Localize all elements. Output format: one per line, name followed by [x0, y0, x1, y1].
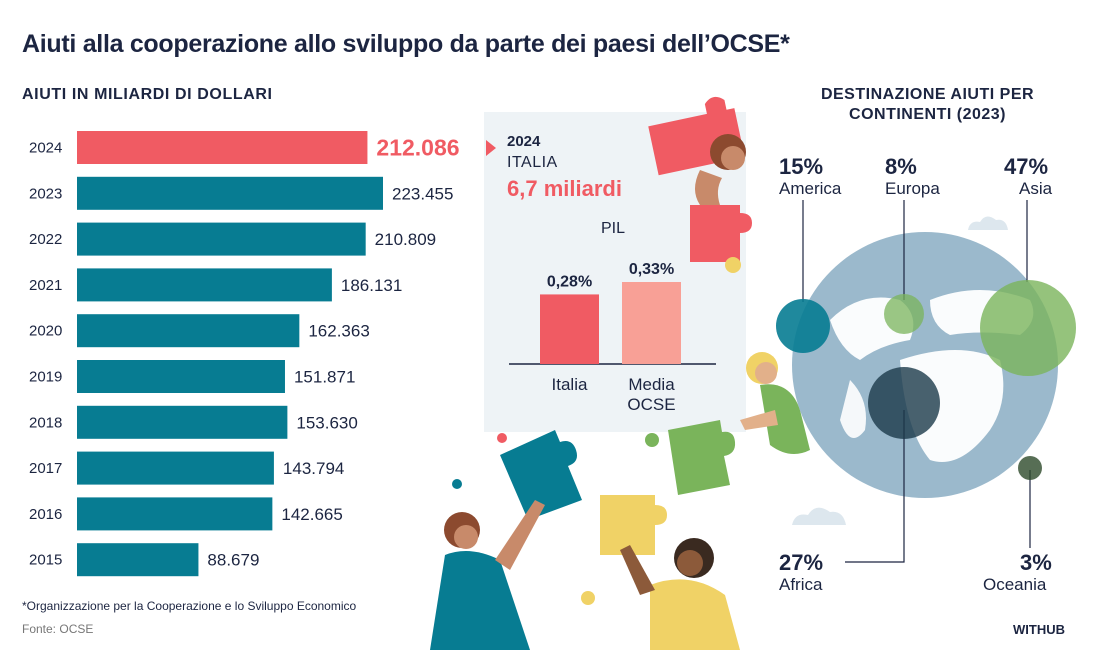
bar-2023: [77, 176, 383, 210]
label-america: America: [779, 179, 842, 198]
panel-year: 2024: [507, 133, 541, 150]
bar-2019: [77, 360, 285, 393]
year-label-2015: 2015: [29, 552, 62, 569]
label-oceania: Oceania: [983, 575, 1047, 594]
value-label-2022: 210.809: [375, 230, 436, 249]
bar-2022: [77, 222, 366, 256]
panel-pointer-icon: [486, 140, 496, 156]
bubble-asia: [980, 280, 1076, 376]
source: Fonte: OCSE: [22, 622, 94, 636]
value-label-2019: 151.871: [294, 368, 355, 387]
value-label-2021: 186.131: [341, 276, 402, 295]
panel-amount: 6,7 miliardi: [507, 176, 622, 201]
footnote: *Organizzazione per la Cooperazione e lo…: [22, 599, 357, 613]
value-label-2023: 223.455: [392, 184, 453, 203]
bar-2015: [77, 543, 199, 577]
aid-bar-chart: 2024 212.086 2023 223.455 2022 210.809 2021 186…: [29, 131, 460, 577]
pct-asia: 47%: [1004, 154, 1049, 179]
pil-value-0: 0,28%: [547, 273, 592, 290]
bubble-oceania: [1018, 456, 1042, 480]
bar-2021: [77, 268, 332, 302]
value-label-2015: 88.679: [207, 551, 259, 570]
bubble-america: [776, 299, 830, 353]
pil-bar-1: [622, 282, 681, 364]
pil-bar-0: [540, 294, 599, 364]
year-label-2023: 2023: [29, 185, 62, 202]
pil-value-1: 0,33%: [629, 261, 674, 278]
pct-oceania: 3%: [1020, 550, 1052, 575]
year-label-2019: 2019: [29, 369, 62, 386]
bubble-europa: [884, 294, 924, 334]
chart-title: Aiuti alla cooperazione allo sviluppo da…: [22, 30, 790, 58]
value-label-2016: 142.665: [281, 505, 342, 524]
globe-icon: [792, 232, 1058, 498]
value-label-2020: 162.363: [308, 322, 369, 341]
year-label-2020: 2020: [29, 323, 62, 340]
panel-pil-label: PIL: [601, 220, 626, 237]
label-europa: Europa: [885, 179, 940, 198]
value-label-2017: 143.794: [283, 459, 344, 478]
bar-2016: [77, 497, 273, 531]
year-label-2021: 2021: [29, 277, 62, 294]
bar-2017: [77, 451, 274, 485]
bubble-africa: [868, 367, 940, 439]
bar-2018: [77, 405, 288, 439]
pil-category-1-0: Media: [628, 375, 675, 394]
value-label-2018: 153.630: [296, 413, 357, 432]
pct-america: 15%: [779, 154, 824, 179]
year-label-2018: 2018: [29, 414, 62, 431]
bar-2020: [77, 314, 300, 348]
year-label-2024: 2024: [29, 140, 62, 157]
year-label-2016: 2016: [29, 506, 62, 523]
brand-logo: WITHUB: [1013, 622, 1065, 637]
bar-chart-subtitle: AIUTI IN MILIARDI DI DOLLARI: [22, 86, 273, 103]
year-label-2017: 2017: [29, 460, 62, 477]
pct-africa: 27%: [779, 550, 824, 575]
year-label-2022: 2022: [29, 231, 62, 248]
pct-europa: 8%: [885, 154, 917, 179]
continents-title: DESTINAZIONE AIUTI PER CONTINENTI (2023): [820, 86, 1035, 123]
value-label-2024: 212.086: [376, 135, 459, 161]
pil-category-1-1: OCSE: [627, 395, 675, 414]
pil-category-0-0: Italia: [552, 375, 588, 394]
label-africa: Africa: [779, 575, 823, 594]
bar-2024: [77, 131, 368, 164]
label-asia: Asia: [1019, 179, 1053, 198]
leader-lines: [802, 200, 1031, 563]
panel-country: ITALIA: [507, 154, 558, 171]
